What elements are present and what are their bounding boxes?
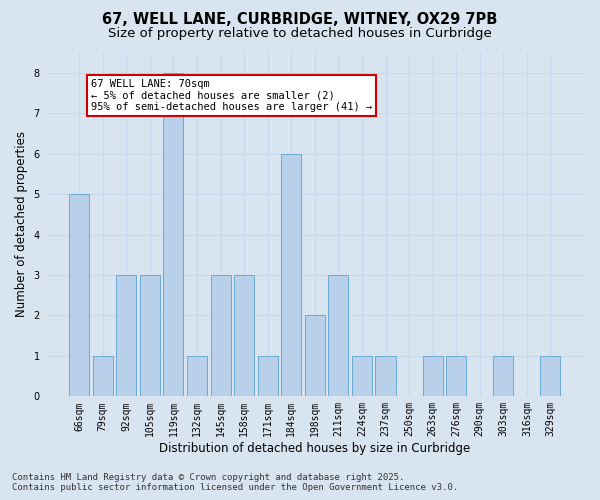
Bar [493,356,514,397]
Bar [116,275,136,396]
Bar [163,72,184,396]
Bar [187,356,207,397]
Bar [328,275,349,396]
Bar [281,154,301,396]
X-axis label: Distribution of detached houses by size in Curbridge: Distribution of detached houses by size … [159,442,470,455]
Bar [376,356,395,397]
Bar [258,356,278,397]
Text: 67, WELL LANE, CURBRIDGE, WITNEY, OX29 7PB: 67, WELL LANE, CURBRIDGE, WITNEY, OX29 7… [103,12,497,28]
Bar [541,356,560,397]
Bar [446,356,466,397]
Bar [140,275,160,396]
Bar [211,275,230,396]
Text: 67 WELL LANE: 70sqm
← 5% of detached houses are smaller (2)
95% of semi-detached: 67 WELL LANE: 70sqm ← 5% of detached hou… [91,79,372,112]
Bar [69,194,89,396]
Bar [234,275,254,396]
Bar [93,356,113,397]
Text: Size of property relative to detached houses in Curbridge: Size of property relative to detached ho… [108,28,492,40]
Bar [422,356,443,397]
Y-axis label: Number of detached properties: Number of detached properties [15,132,28,318]
Text: Contains HM Land Registry data © Crown copyright and database right 2025.
Contai: Contains HM Land Registry data © Crown c… [12,473,458,492]
Bar [352,356,372,397]
Bar [305,316,325,396]
